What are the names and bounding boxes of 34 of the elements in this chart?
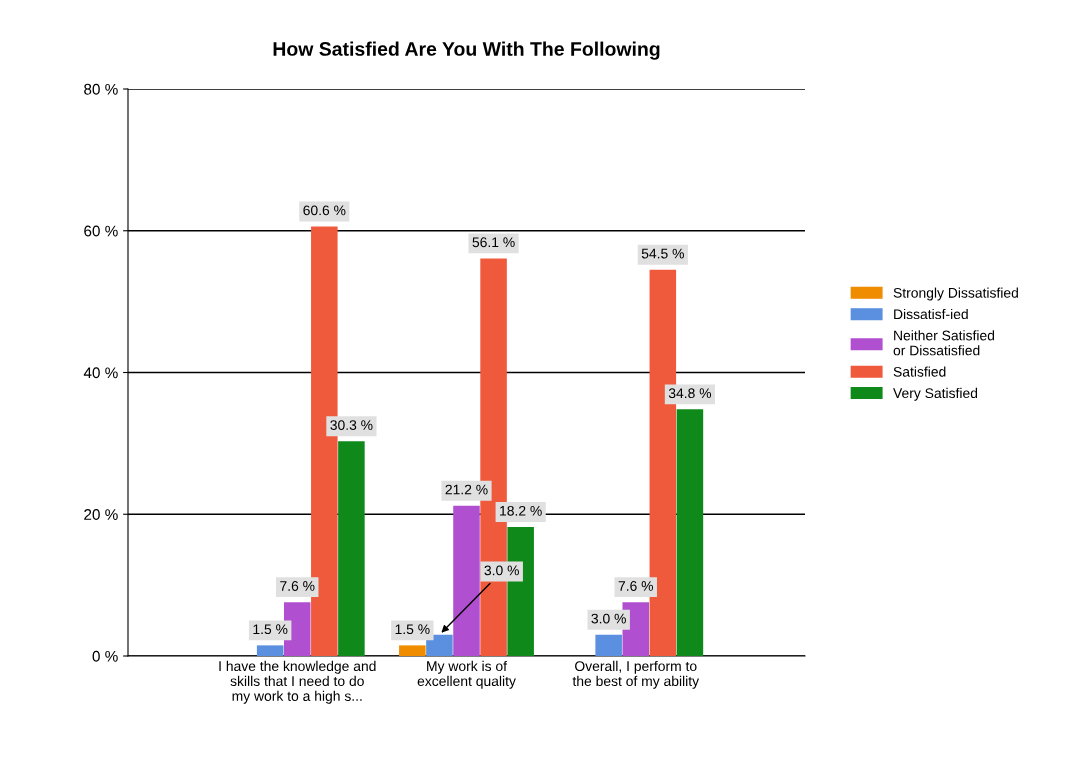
- legend-label: Dissatisf-ied: [894, 308, 968, 320]
- data-label: 1.5 %: [395, 624, 430, 635]
- data-label: 56.1 %: [472, 237, 515, 248]
- y-tick-label: 80 %: [84, 83, 118, 95]
- bar: [338, 441, 365, 656]
- x-tick-label: My work is of excellent quality: [417, 660, 516, 689]
- data-label: 34.8 %: [668, 388, 712, 399]
- legend-label: Very Satisfied: [893, 387, 978, 401]
- x-tick-label: I have the knowledge and skills that I need to do my work to a high s...: [219, 660, 376, 704]
- data-label: 60.6 %: [303, 205, 346, 216]
- bar: [426, 634, 453, 656]
- y-tick-label: 60 %: [84, 225, 118, 237]
- legend-label: Neither Satisfied or Dissatisfied: [893, 330, 995, 356]
- data-label: 30.3 %: [330, 420, 373, 430]
- data-label: 3.0 %: [591, 613, 626, 624]
- legend-label: Strongly Dissatisfied: [893, 287, 1018, 301]
- bar: [676, 409, 704, 656]
- x-tick-label: Overall, I perform to the best of my ability: [572, 660, 700, 689]
- bar: [399, 645, 426, 656]
- data-label: 54.5 %: [641, 248, 684, 259]
- y-tick-label: 0 %: [92, 650, 118, 662]
- legend-label: Satisfied: [893, 366, 946, 377]
- bar: [453, 505, 480, 656]
- data-label: 7.6 %: [280, 581, 315, 591]
- data-label: 1.5 %: [253, 624, 288, 635]
- y-tick-label: 40 %: [83, 367, 118, 379]
- data-label: 3.0 %: [484, 565, 519, 576]
- chart-title: How Satisfied Are You With The Following: [273, 41, 660, 60]
- y-tick-label: 20 %: [84, 509, 118, 520]
- bar: [256, 645, 284, 656]
- data-label: 21.2 %: [445, 484, 488, 495]
- data-label: 18.2 %: [500, 505, 542, 516]
- data-label: 7.6 %: [618, 581, 654, 591]
- bar: [595, 634, 622, 656]
